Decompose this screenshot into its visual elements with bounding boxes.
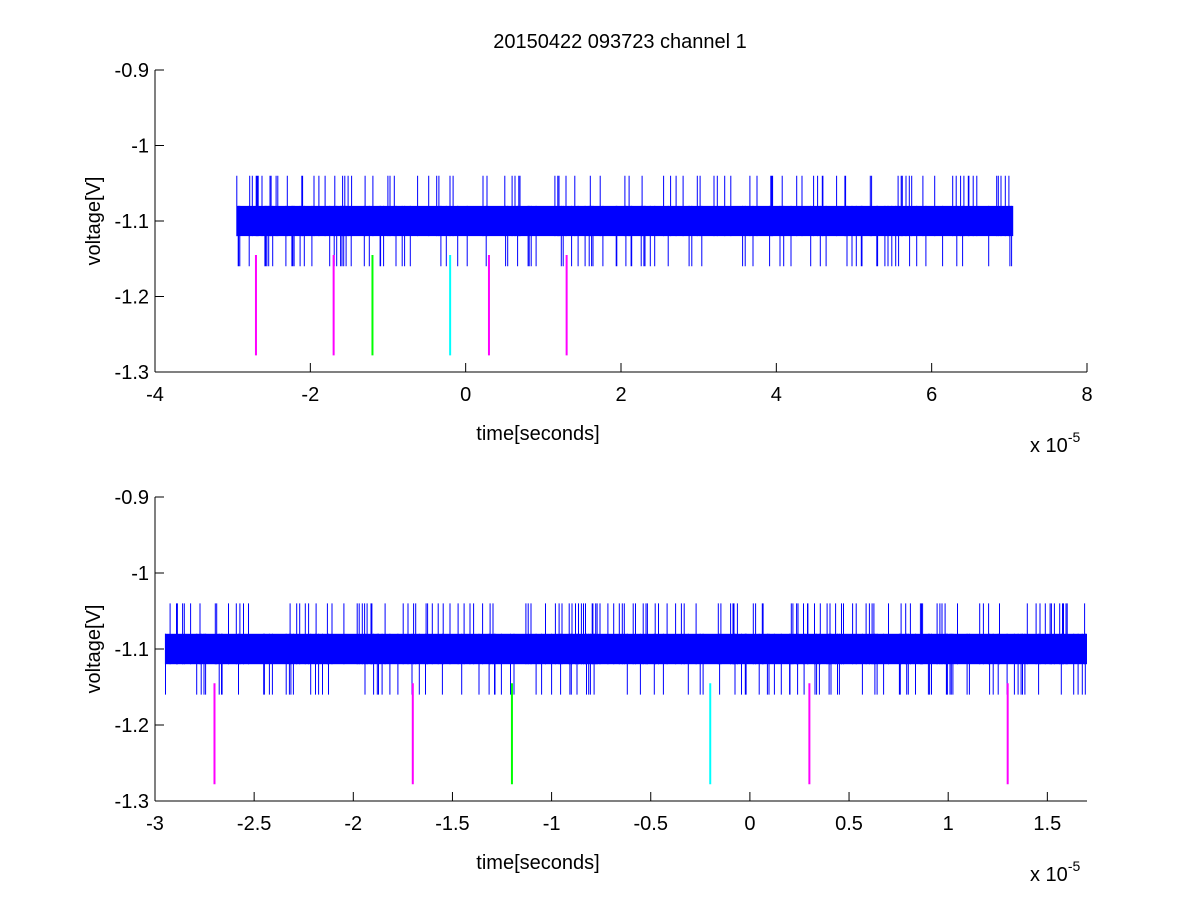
x-multiplier-exponent: -5 [1068,429,1081,445]
x-tick-label: 0 [460,384,471,406]
y-axis-label: voltage[V] [83,177,105,266]
x-tick-label: 6 [926,384,937,406]
x-tick-label: -4 [146,384,164,406]
x-multiplier-exponent: -5 [1068,858,1081,874]
x-tick-label: 1 [943,813,954,835]
y-tick-label: -1.1 [115,639,149,661]
x-tick-label: -1.5 [435,813,469,835]
x-tick-label: -2 [344,813,362,835]
x-tick-label: -2.5 [237,813,271,835]
y-tick-label: -1.3 [115,791,149,813]
y-tick-label: -1.1 [115,211,149,233]
y-tick-label: -1 [131,563,149,585]
y-axis-label: voltage[V] [83,605,105,694]
y-tick-label: -1 [131,136,149,158]
x-axis-label: time[seconds] [476,852,599,874]
signal-trace [164,603,1087,695]
y-tick-label: -1.2 [115,287,149,309]
x-axis-label: time[seconds] [476,423,599,445]
x-tick-label: -3 [146,813,164,835]
x-multiplier-base: x 10 [1030,864,1068,886]
top-subplot: -0.9 -1 -1.1 -1.2 -1.3-4 -2 0 2 4 6 8 time[seconds]… [83,60,1093,457]
y-tick-label: -1.3 [115,362,149,384]
signal-trace [236,175,1014,267]
signal-band [236,205,1014,237]
y-tick-label: -1.2 [115,715,149,737]
x-multiplier-base: x 10 [1030,435,1068,457]
x-tick-label: 0 [744,813,755,835]
y-tick-label: -0.9 [115,60,149,82]
figure-title: 20150422 093723 channel 1 [493,31,747,53]
x-tick-label: -1 [543,813,561,835]
signal-band [164,633,1087,665]
x-tick-label: 1.5 [1033,813,1061,835]
bottom-subplot: -0.9 -1 -1.1 -1.2 -1.3-3 -2.5 -2 -1.5 -1 -0.5 0 0.5… [83,487,1087,886]
x-tick-label: -0.5 [634,813,668,835]
x-axis-multiplier: x 10-5 [1030,429,1080,457]
x-tick-label: 4 [771,384,782,406]
x-tick-label: 0.5 [835,813,863,835]
y-tick-label: -0.9 [115,487,149,509]
x-tick-label: 2 [615,384,626,406]
x-tick-label: -2 [301,384,319,406]
x-tick-label: 8 [1081,384,1092,406]
x-axis-multiplier: x 10-5 [1030,858,1080,886]
